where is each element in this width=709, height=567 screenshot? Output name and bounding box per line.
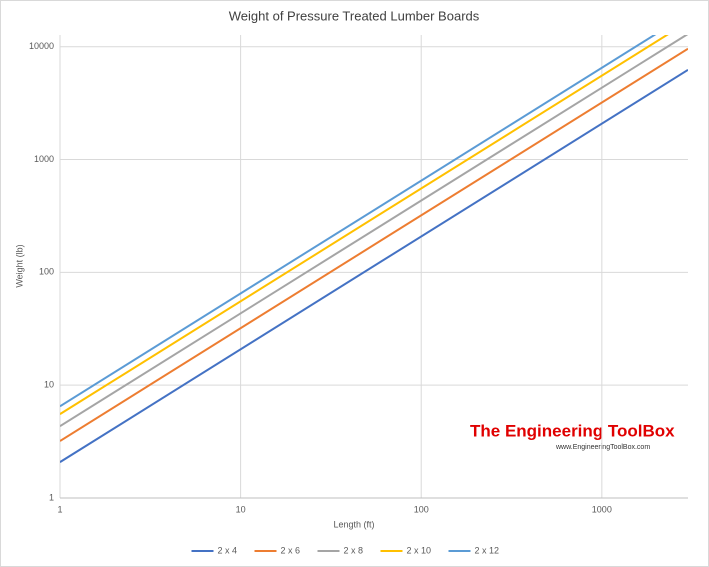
y-tick-label: 10 bbox=[44, 380, 54, 390]
y-tick-label: 100 bbox=[39, 267, 54, 277]
legend-label: 2 x 8 bbox=[344, 545, 364, 555]
watermark-url: www.EngineeringToolBox.com bbox=[555, 444, 650, 451]
series-line bbox=[60, 35, 657, 408]
series-line bbox=[60, 35, 669, 415]
series-line bbox=[60, 68, 688, 463]
x-axis-label: Length (ft) bbox=[333, 519, 374, 529]
y-tick-label: 10000 bbox=[29, 41, 54, 51]
chart-title: Weight of Pressure Treated Lumber Boards bbox=[229, 8, 480, 23]
legend-label: 2 x 6 bbox=[281, 545, 301, 555]
legend-label: 2 x 4 bbox=[218, 545, 238, 555]
x-tick-label: 10 bbox=[236, 504, 246, 514]
x-tick-label: 1000 bbox=[592, 504, 612, 514]
x-tick-label: 100 bbox=[414, 504, 429, 514]
x-tick-label: 1 bbox=[57, 504, 62, 514]
y-axis-label: Weight (lb) bbox=[14, 244, 24, 287]
y-tick-label: 1 bbox=[49, 492, 54, 502]
plot-area bbox=[60, 35, 688, 463]
y-tick-label: 1000 bbox=[34, 154, 54, 164]
watermark-title: The Engineering ToolBox bbox=[470, 421, 675, 440]
legend-label: 2 x 12 bbox=[475, 545, 500, 555]
series-line bbox=[60, 35, 688, 428]
legend-label: 2 x 10 bbox=[407, 545, 432, 555]
series-line bbox=[60, 47, 688, 442]
